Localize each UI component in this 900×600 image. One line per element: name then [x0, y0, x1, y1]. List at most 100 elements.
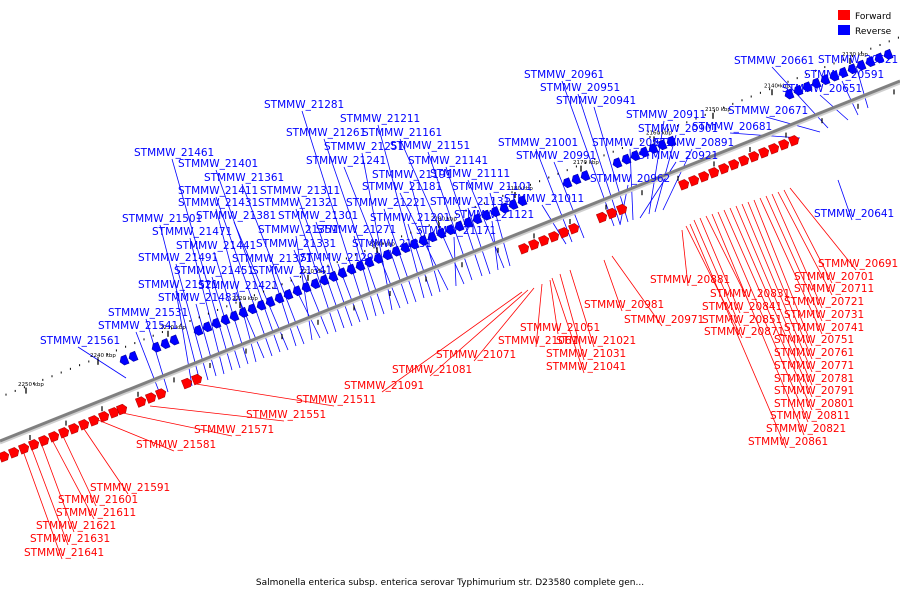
reverse-gene-label: STMMW_20961: [524, 69, 604, 81]
forward-gene: [108, 407, 120, 419]
forward-gene: [135, 396, 147, 408]
reverse-gene-label: STMMW_21241: [306, 155, 386, 167]
reverse-gene-label: STMMW_21101: [452, 181, 532, 193]
reverse-gene-label: STMMW_21191: [372, 169, 452, 181]
forward-gene-label: STMMW_21631: [30, 533, 110, 545]
reverse-gene: [382, 249, 393, 261]
reverse-gene: [319, 274, 330, 286]
reverse-leader: [489, 192, 511, 267]
legend-swatch-forward: [838, 10, 850, 20]
forward-gene-label: STMMW_20841: [702, 301, 782, 313]
forward-gene: [0, 451, 10, 463]
forward-gene-label: STMMW_21571: [194, 424, 274, 436]
reverse-gene: [454, 220, 465, 232]
forward-leader: [765, 195, 823, 322]
scale-label: 2250 kbp: [18, 382, 44, 388]
forward-gene: [8, 447, 20, 459]
reverse-gene-label: STMMW_21411: [178, 185, 258, 197]
reverse-gene-label: STMMW_21441: [176, 240, 256, 252]
reverse-gene: [657, 139, 668, 151]
reverse-leader: [301, 110, 369, 321]
reverse-gene: [202, 321, 213, 333]
reverse-gene: [621, 153, 632, 165]
gene-labels: STMMW_20521 STMMW_20591 STMMW_20641 STMMW_2…: [24, 54, 898, 559]
reverse-gene-label: STMMW_20651: [782, 83, 862, 95]
reverse-gene: [418, 234, 429, 246]
reverse-gene: [238, 306, 249, 318]
reverse-leader: [445, 166, 483, 277]
reverse-gene-label: STMMW_21531: [108, 307, 188, 319]
scale-label: 2230 kbp: [160, 325, 186, 331]
reverse-gene-label: STMMW_21001: [498, 137, 578, 149]
forward-leader: [685, 225, 743, 339]
reverse-gene-label: STMMW_21291: [300, 252, 380, 264]
reverse-gene: [639, 146, 650, 158]
forward-gene-label: STMMW_20811: [770, 410, 850, 422]
reverse-gene: [612, 157, 623, 169]
forward-gene: [758, 147, 770, 159]
reverse-gene: [160, 338, 171, 349]
forward-gene: [518, 243, 530, 255]
reverse-gene-label: STMMW_21121: [454, 209, 534, 221]
reverse-leader: [171, 158, 233, 371]
reverse-leader: [377, 124, 425, 299]
forward-leader: [735, 205, 813, 386]
reverse-gene: [490, 206, 501, 217]
reverse-gene-label: STMMW_20641: [814, 208, 894, 220]
reverse-gene: [472, 213, 483, 225]
reverse-gene: [445, 224, 456, 235]
reverse-gene: [409, 238, 420, 250]
forward-leader: [61, 433, 97, 507]
forward-gene: [678, 179, 690, 191]
reverse-gene: [364, 256, 375, 268]
reverse-gene-label: STMMW_21561: [40, 335, 120, 347]
reverse-gene-label: STMMW_21011: [504, 193, 584, 205]
reverse-gene-label: STMMW_20591: [804, 69, 884, 81]
forward-gene-label: STMMW_21641: [24, 547, 104, 559]
reverse-gene-label: STMMW_21201: [370, 212, 450, 224]
forward-gene: [708, 167, 720, 179]
scale-ticks: 2130 kbp 2140 kbp 2150 kbp 2160 kbp 2170 kbp…: [5, 36, 899, 440]
reverse-gene: [829, 70, 840, 82]
forward-leader: [717, 211, 809, 423]
forward-gene-label: STMMW_20851: [702, 314, 782, 326]
reverse-gene-label: STMMW_21161: [362, 127, 442, 139]
scale-label: 2160 kbp: [646, 131, 672, 137]
reverse-gene: [265, 296, 276, 307]
reverse-gene-label: STMMW_21351: [258, 224, 338, 236]
forward-gene: [616, 203, 628, 216]
forward-gene-label: STMMW_20791: [774, 385, 854, 397]
forward-gene-label: STMMW_20711: [794, 283, 874, 295]
reverse-leader: [241, 183, 305, 345]
reverse-gene-label: STMMW_20681: [692, 121, 772, 133]
reverse-gene-label: STMMW_21141: [408, 155, 488, 167]
reverse-gene: [373, 252, 384, 264]
reverse-gene: [630, 150, 641, 161]
reverse-gene-label: STMMW_21471: [152, 226, 232, 238]
backbone-line: [0, 79, 900, 443]
reverse-gene: [793, 84, 804, 96]
forward-leader: [549, 279, 559, 335]
forward-leader: [117, 411, 233, 437]
forward-gene: [596, 211, 608, 224]
reverse-gene: [883, 48, 894, 60]
forward-gene: [728, 159, 740, 171]
reverse-gene-label: STMMW_21521: [138, 279, 218, 291]
reverse-gene-label: STMMW_21231: [352, 238, 432, 250]
reverse-gene: [666, 135, 677, 147]
forward-leader: [759, 197, 823, 335]
reverse-gene-label: STMMW_21491: [138, 252, 218, 264]
reverse-gene: [847, 63, 858, 75]
reverse-gene-label: STMMW_21421: [198, 280, 278, 292]
reverse-gene-label: STMMW_20671: [728, 105, 808, 117]
forward-gene: [181, 377, 193, 390]
reverse-gene-label: STMMW_21321: [258, 197, 338, 209]
reverse-leader: [467, 179, 505, 269]
scale-label: 2240 kbp: [90, 353, 116, 359]
forward-leader: [611, 255, 663, 327]
scale-label: 2140 kbp: [764, 83, 790, 89]
forward-gene-label: STMMW_21601: [58, 494, 138, 506]
reverse-leader: [407, 223, 433, 297]
reverse-leader: [175, 290, 193, 387]
